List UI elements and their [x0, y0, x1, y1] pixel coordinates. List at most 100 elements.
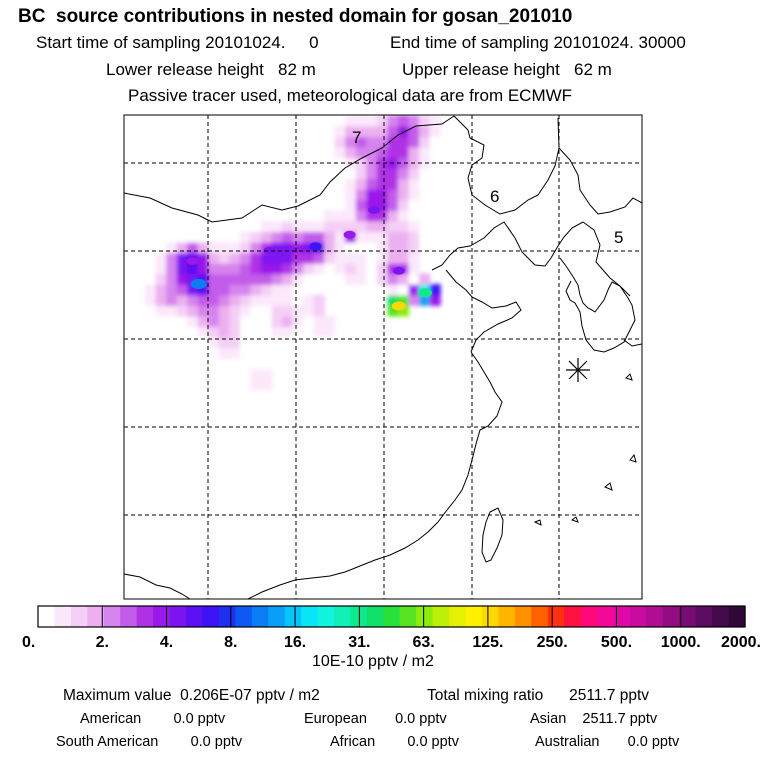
plume-cell [250, 379, 262, 391]
island-3 [604, 482, 613, 491]
plume-cell [376, 136, 389, 148]
plume-cell [208, 241, 220, 254]
plume-cell [176, 241, 188, 254]
plume-hotspot [309, 242, 322, 251]
plume-cell [292, 294, 304, 306]
plume-cell [313, 231, 325, 243]
plume-cell [376, 220, 389, 232]
plume-cell [334, 146, 346, 159]
colorbar-cell [465, 606, 483, 627]
plume-cell [239, 284, 252, 296]
plume-cell [250, 252, 262, 264]
plume-cell [345, 220, 357, 232]
plume-cell [334, 231, 346, 243]
plume-cell [176, 252, 188, 264]
colorbar-cell [662, 606, 680, 627]
colorbar-cell [597, 606, 615, 627]
plume-cell [208, 294, 220, 306]
plume-cell [397, 199, 410, 211]
plume-cell [313, 305, 325, 317]
colorbar-cell [87, 606, 105, 627]
plume-cell [187, 294, 199, 306]
plume-cell [250, 241, 262, 254]
colorbar-cell [333, 606, 351, 627]
start-time-label: Start time of sampling 20101024. 0 [36, 33, 319, 52]
plume-cell [376, 115, 389, 127]
plume-cell [429, 115, 441, 127]
plume-cell [229, 347, 241, 359]
east-border [558, 147, 642, 215]
plume-cell [197, 336, 209, 349]
plume-cell [387, 188, 399, 201]
plume-hotspot [343, 230, 356, 239]
plume-cell [355, 262, 368, 275]
plume-cell [261, 231, 273, 243]
plume-cell [218, 347, 231, 359]
colorbar-cell [284, 606, 302, 627]
plume-cell [408, 136, 420, 148]
plume-cell [397, 294, 410, 306]
plume-cell [218, 284, 231, 296]
plume-cell [334, 241, 346, 254]
plume-cell [292, 241, 304, 254]
plume-cell [271, 241, 283, 254]
plume-cell [376, 146, 389, 159]
plume-cell [292, 326, 304, 338]
plume-cell [397, 188, 410, 201]
plume-cell [176, 315, 188, 327]
plume-cell [197, 315, 209, 327]
region-label-7: 7 [352, 128, 361, 147]
plume-cell [355, 157, 368, 169]
plume-cell [366, 115, 378, 127]
colorbar-cell [218, 606, 236, 627]
plume-cell [429, 125, 441, 137]
plume-cell [261, 379, 273, 391]
plume-cell [229, 294, 241, 306]
plume-cell [303, 326, 315, 338]
plume-cell [355, 220, 368, 232]
shandong-coast [445, 269, 522, 353]
island-1 [625, 373, 633, 381]
colorbar-cell [481, 606, 499, 627]
plume-cell [282, 305, 294, 317]
colorbar-tick-label: 63. [413, 634, 435, 651]
plume-cell [334, 199, 346, 211]
plume-cell [355, 125, 368, 137]
plume-cell [271, 284, 283, 296]
plume-cell [387, 136, 399, 148]
plume-cell [429, 294, 441, 306]
plume-cell [303, 315, 315, 327]
plume-cell [366, 252, 378, 264]
upper-release-height-label: Upper release height 62 m [402, 60, 612, 79]
plume-cell [387, 262, 399, 275]
plume-cell [261, 273, 273, 285]
plume-cell [408, 294, 420, 306]
plume-cell [303, 252, 315, 264]
plume-cell [292, 210, 304, 222]
plume-cell [366, 199, 378, 211]
plume-cell [419, 241, 431, 254]
african-contribution: African 0.0 pptv [330, 734, 459, 750]
plume-cell [376, 188, 389, 201]
plume-cell [229, 241, 241, 254]
china-mongolia-border [124, 115, 455, 223]
plume-cell [166, 273, 178, 285]
plume-cell [197, 252, 209, 264]
plume-cell [197, 241, 209, 254]
plume-cell [334, 125, 346, 137]
plume-cell [366, 231, 378, 243]
plume-hotspot [392, 266, 405, 275]
plume-cell [208, 273, 220, 285]
plume-cell [155, 284, 167, 296]
plume-cell [303, 262, 315, 275]
american-contribution: American 0.0 pptv [80, 711, 226, 727]
plume-cell [355, 146, 368, 159]
plume-cell [187, 326, 199, 338]
plume-cell [376, 167, 389, 180]
plume-cell [366, 125, 378, 137]
plume-cell [355, 252, 368, 264]
bohai-coast [431, 221, 584, 271]
plume-cell [292, 231, 304, 243]
plume-cell [282, 241, 294, 254]
plume-cell [345, 262, 357, 275]
